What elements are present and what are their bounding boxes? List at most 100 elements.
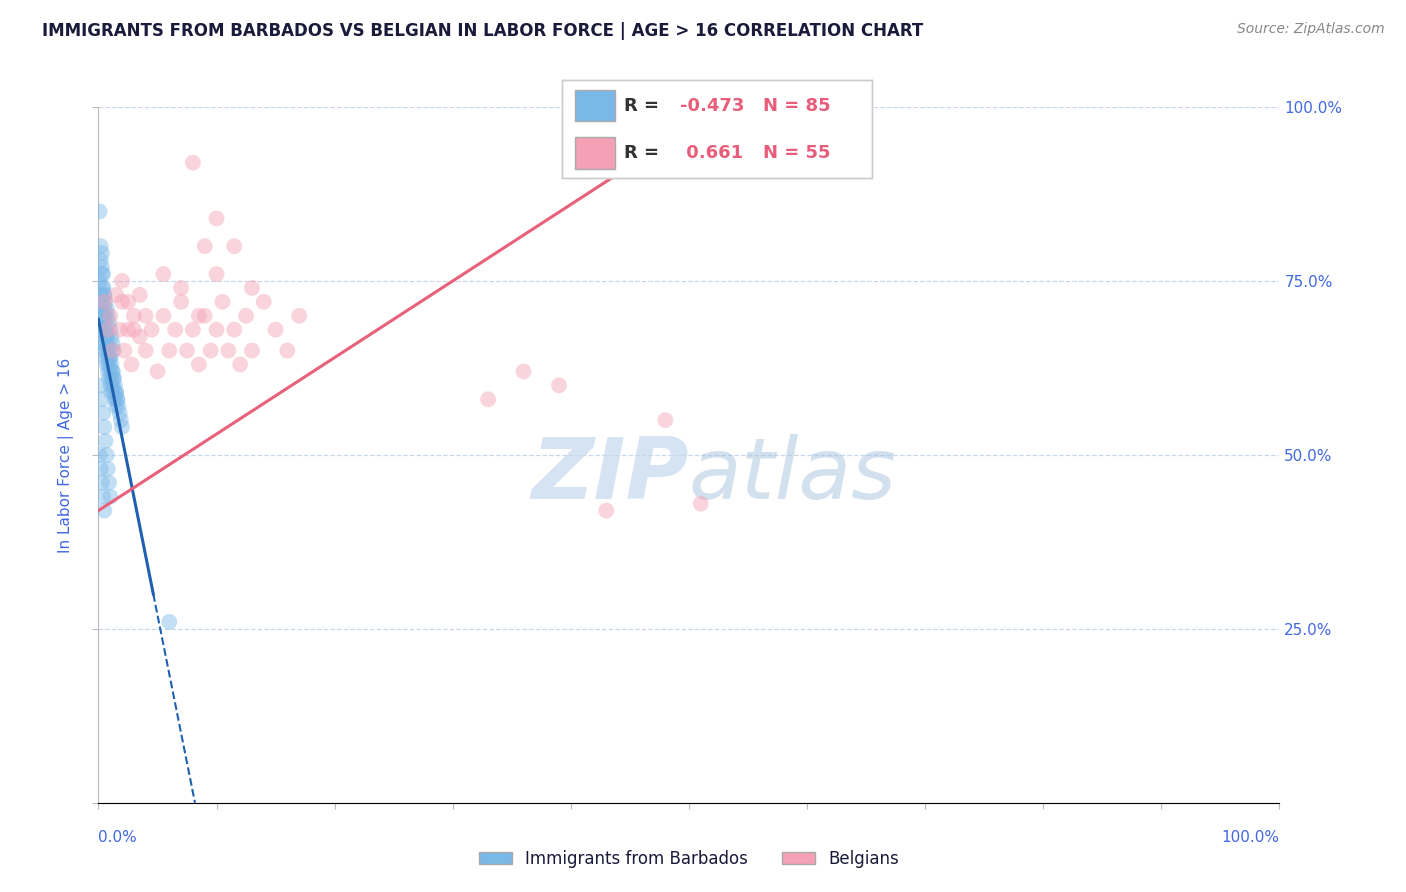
Point [194, 239, 217, 253]
Point [93, 420, 115, 434]
Point [194, 309, 217, 323]
Point [96, 329, 118, 343]
Point [165, 323, 187, 337]
Text: N = 85: N = 85 [763, 97, 831, 115]
Point [107, 399, 129, 413]
Point [128, 288, 150, 302]
Point [170, 281, 193, 295]
Point [117, 294, 139, 309]
Point [276, 343, 298, 358]
Point [94, 294, 117, 309]
Point [91, 246, 114, 260]
Point [104, 378, 127, 392]
Point [240, 343, 263, 358]
Point [105, 399, 128, 413]
Point [111, 274, 134, 288]
Text: 0.661: 0.661 [681, 144, 742, 161]
Point [205, 211, 228, 226]
Point [595, 503, 617, 517]
Point [98, 343, 121, 358]
Point [157, 343, 180, 358]
Point [94, 336, 117, 351]
Text: N = 55: N = 55 [763, 144, 831, 161]
Point [141, 323, 163, 337]
Point [253, 294, 276, 309]
Point [122, 309, 145, 323]
Point [103, 371, 125, 385]
Point [512, 364, 534, 378]
Point [98, 378, 121, 392]
Point [93, 288, 115, 302]
FancyBboxPatch shape [575, 90, 614, 121]
Point [91, 336, 114, 351]
Point [91, 309, 114, 323]
Point [101, 364, 124, 378]
Text: 100.0%: 100.0% [1222, 830, 1279, 845]
Point [104, 392, 127, 407]
Point [97, 364, 120, 378]
Point [91, 490, 114, 504]
Point [181, 323, 204, 337]
Text: atlas: atlas [689, 434, 897, 517]
Text: -0.473: -0.473 [681, 97, 744, 115]
Point [103, 371, 125, 385]
Point [111, 420, 134, 434]
Point [93, 329, 115, 343]
Point [170, 294, 193, 309]
Point [98, 316, 121, 330]
Point [240, 281, 263, 295]
Point [91, 260, 114, 274]
Point [89, 204, 111, 219]
Point [112, 343, 135, 358]
Point [98, 323, 121, 337]
Point [117, 323, 139, 337]
Point [135, 343, 157, 358]
Point [101, 336, 124, 351]
Point [90, 378, 112, 392]
Point [110, 413, 132, 427]
Point [264, 323, 287, 337]
Point [224, 323, 246, 337]
Point [135, 309, 157, 323]
Point [91, 309, 114, 323]
Point [229, 358, 252, 372]
Point [105, 392, 128, 407]
Point [96, 329, 118, 343]
Point [105, 385, 128, 400]
Point [101, 364, 124, 378]
Point [89, 448, 111, 462]
Text: 0.0%: 0.0% [98, 830, 138, 845]
Point [97, 309, 120, 323]
Point [108, 323, 131, 337]
Point [98, 490, 121, 504]
Point [101, 378, 124, 392]
Point [103, 343, 125, 358]
Point [96, 343, 118, 358]
Point [98, 351, 121, 365]
Point [654, 413, 676, 427]
Point [176, 343, 198, 358]
Point [288, 309, 311, 323]
Point [98, 475, 121, 490]
Point [200, 343, 222, 358]
Point [91, 267, 114, 281]
Point [96, 358, 118, 372]
Point [152, 267, 174, 281]
Legend: Immigrants from Barbados, Belgians: Immigrants from Barbados, Belgians [472, 844, 905, 875]
Point [187, 358, 209, 372]
Text: R =: R = [624, 97, 665, 115]
Point [205, 267, 228, 281]
Point [90, 462, 112, 476]
Y-axis label: In Labor Force | Age > 16: In Labor Force | Age > 16 [58, 358, 75, 552]
Point [90, 301, 112, 316]
Point [235, 309, 257, 323]
Point [105, 288, 128, 302]
Point [477, 392, 499, 407]
Point [94, 309, 117, 323]
Point [98, 351, 121, 365]
Point [91, 323, 114, 337]
Point [98, 371, 121, 385]
Point [90, 288, 112, 302]
Point [100, 371, 122, 385]
Point [97, 462, 120, 476]
